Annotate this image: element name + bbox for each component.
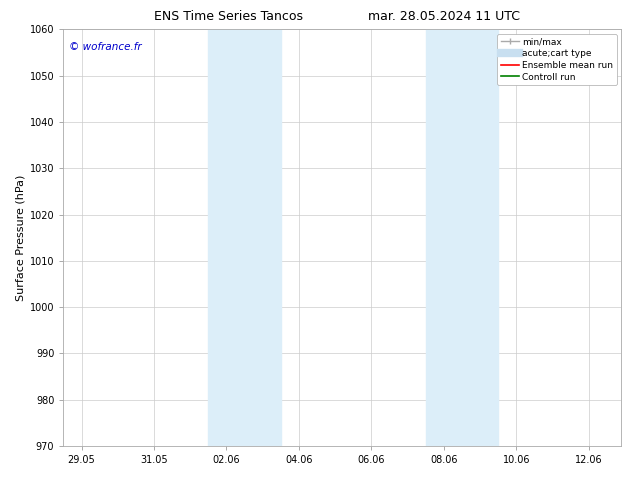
Text: ENS Time Series Tancos: ENS Time Series Tancos	[153, 10, 303, 23]
Bar	[209, 29, 281, 446]
Text: © wofrance.fr: © wofrance.fr	[69, 42, 141, 52]
Legend: min/max, acute;cart type, Ensemble mean run, Controll run: min/max, acute;cart type, Ensemble mean …	[497, 34, 617, 85]
Text: mar. 28.05.2024 11 UTC: mar. 28.05.2024 11 UTC	[368, 10, 520, 23]
Y-axis label: Surface Pressure (hPa): Surface Pressure (hPa)	[16, 174, 25, 301]
Bar	[425, 29, 498, 446]
